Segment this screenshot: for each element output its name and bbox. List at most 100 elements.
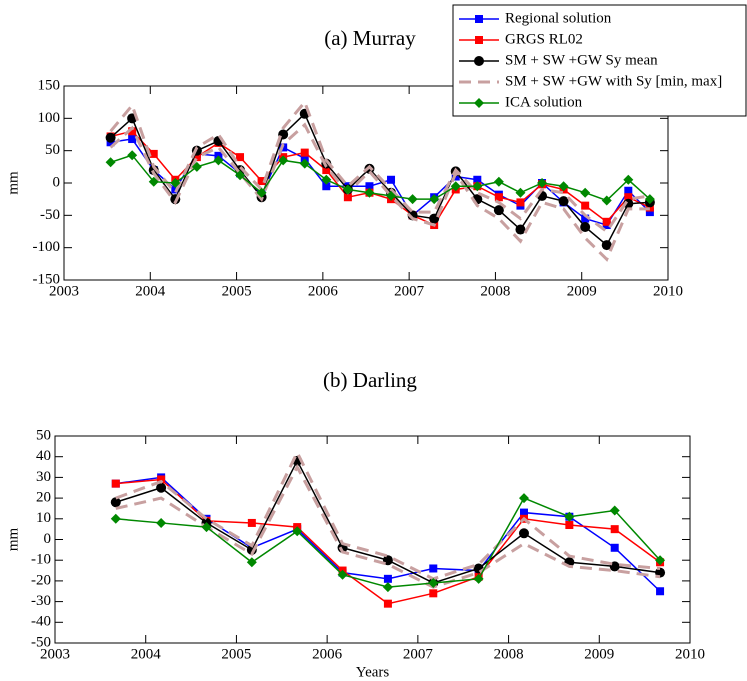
range-line [109, 122, 650, 262]
marker [128, 127, 137, 136]
marker [624, 193, 633, 202]
marker [170, 178, 181, 188]
marker [201, 522, 212, 533]
marker [564, 511, 575, 522]
y-tick-label: 50 [45, 142, 60, 158]
marker [429, 589, 438, 598]
marker [623, 174, 634, 185]
marker [580, 187, 591, 198]
x-tick-label: 2009 [584, 646, 614, 662]
marker [429, 564, 438, 573]
marker [256, 187, 267, 198]
y-tick-label: 0 [53, 174, 61, 190]
x-tick-label: 2004 [135, 283, 166, 299]
marker [148, 176, 159, 187]
marker [581, 201, 590, 210]
marker [565, 521, 574, 530]
range-line [109, 99, 651, 234]
marker [110, 513, 121, 524]
marker [246, 557, 257, 568]
marker [383, 574, 392, 583]
marker [236, 153, 245, 162]
marker [322, 182, 331, 191]
marker [473, 573, 484, 584]
marker [610, 543, 619, 552]
x-tick-label: 2010 [675, 646, 705, 662]
y-tick-label: 30 [36, 469, 51, 485]
legend-marker [474, 98, 484, 108]
marker [247, 518, 256, 527]
y-tick-label: -30 [31, 593, 51, 609]
x-tick-label: 2006 [312, 646, 343, 662]
x-tick-label: 2005 [221, 646, 251, 662]
marker [322, 166, 331, 175]
marker [299, 158, 310, 169]
marker [516, 198, 525, 207]
x-tick-label: 2006 [308, 283, 339, 299]
marker [128, 135, 137, 144]
y-axis-label: mm [5, 171, 21, 195]
marker [450, 181, 461, 192]
marker [387, 175, 396, 184]
legend-label: Regional solution [505, 10, 612, 26]
y-tick-label: -100 [33, 239, 61, 255]
x-tick-label: 2007 [403, 646, 434, 662]
marker [382, 582, 393, 593]
marker [300, 148, 309, 157]
marker [383, 599, 392, 608]
marker [292, 526, 303, 537]
y-tick-label: -150 [33, 271, 61, 287]
marker [386, 190, 397, 201]
marker [645, 208, 654, 217]
marker [300, 154, 309, 163]
marker [558, 181, 569, 192]
marker [602, 217, 611, 226]
x-tick-label: 2005 [222, 283, 252, 299]
marker [493, 176, 504, 187]
legend-label: GRGS RL02 [505, 31, 583, 47]
x-tick-label: 2003 [49, 283, 79, 299]
marker [365, 182, 374, 191]
marker [111, 479, 120, 488]
marker [429, 194, 440, 205]
marker [518, 528, 529, 539]
marker [581, 214, 590, 223]
x-tick-label: 2010 [653, 283, 683, 299]
legend-marker [475, 15, 483, 23]
marker [473, 175, 482, 184]
legend-marker [475, 36, 483, 44]
y-tick-label: -10 [31, 552, 51, 568]
x-tick-label: 2004 [131, 646, 162, 662]
x-tick-label: 2007 [394, 283, 425, 299]
y-tick-label: 150 [38, 77, 61, 93]
marker [610, 525, 619, 534]
y-tick-label: 10 [36, 510, 51, 526]
marker [191, 161, 202, 172]
legend-box [452, 4, 747, 117]
marker [343, 193, 352, 202]
marker [644, 194, 655, 205]
series-line [110, 138, 651, 226]
marker [149, 149, 158, 158]
range-line [115, 463, 661, 589]
plot-frame [54, 435, 691, 644]
marker [337, 569, 348, 580]
y-tick-label: 100 [38, 110, 61, 126]
y-axis-label: mm [5, 528, 21, 552]
marker [213, 155, 224, 166]
y-tick-label: 0 [44, 531, 52, 547]
marker [472, 181, 483, 192]
marker [407, 194, 418, 205]
marker [257, 177, 266, 186]
marker [656, 587, 665, 596]
y-tick-label: 20 [36, 490, 51, 506]
marker [580, 221, 591, 232]
marker [601, 195, 612, 206]
x-axis-label: Years [356, 664, 390, 680]
marker [278, 155, 289, 166]
range-line [115, 449, 661, 581]
y-tick-label: -20 [31, 572, 51, 588]
marker [515, 224, 526, 235]
chart-title: (a) Murray [324, 26, 416, 50]
legend-marker [474, 56, 484, 66]
